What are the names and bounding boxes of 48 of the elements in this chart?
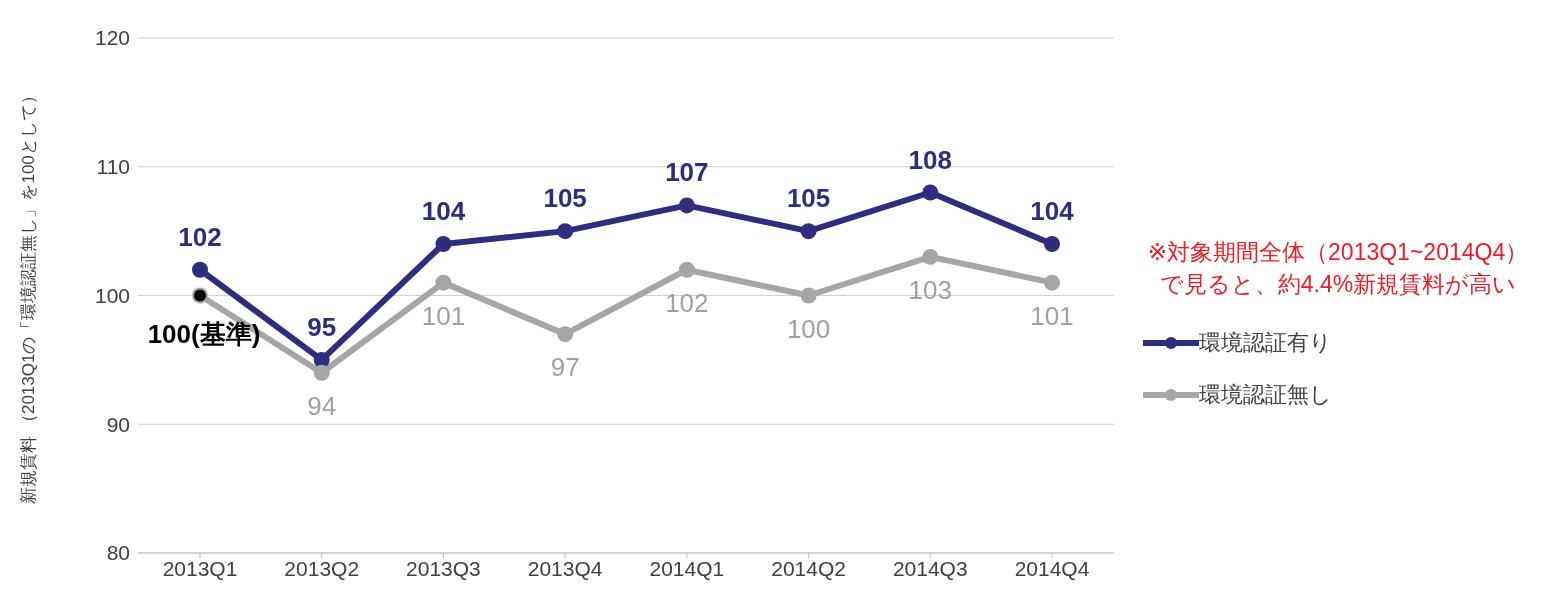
data-label: 102 — [665, 287, 709, 318]
point — [800, 287, 817, 304]
data-label: 107 — [665, 157, 709, 188]
point — [922, 248, 939, 265]
data-label: 100(基準) — [147, 318, 261, 349]
legend-label: 環境認証有り — [1199, 329, 1332, 357]
data-label: 101 — [1030, 300, 1074, 331]
y-tick-label: 120 — [94, 26, 130, 50]
data-label: 102 — [178, 221, 222, 252]
x-tick-label: 2013Q3 — [406, 556, 481, 580]
point — [435, 236, 452, 252]
y-tick-label: 90 — [106, 412, 130, 436]
point — [922, 184, 939, 201]
point — [800, 223, 817, 240]
x-tick-label: 2013Q4 — [527, 556, 603, 580]
text: で見ると、約4.4%新規賃料が高い — [1158, 270, 1518, 299]
point — [1044, 274, 1060, 291]
y-tick-label: 80 — [106, 541, 130, 565]
data-label: 105 — [786, 183, 831, 214]
data-label: 101 — [421, 300, 466, 331]
point — [678, 261, 695, 278]
x-tick-label: 2013Q2 — [284, 556, 360, 580]
y-tick-label: 100 — [94, 283, 130, 307]
data-label: 103 — [908, 274, 952, 305]
point — [1044, 236, 1060, 252]
text: ※対象期間全体（2013Q1~2014Q4） — [1146, 238, 1530, 267]
point — [192, 261, 208, 278]
data-label: 108 — [908, 144, 952, 175]
data-label: 105 — [543, 183, 587, 214]
point — [435, 274, 452, 291]
data-label: 100 — [786, 313, 831, 344]
point — [557, 326, 574, 343]
y-axis-title: 新規賃料 （2013Q1の「環境認証無し」を100として） — [19, 87, 39, 504]
data-label: 97 — [550, 352, 580, 383]
data-label: 95 — [307, 311, 337, 342]
x-tick-label: 2014Q4 — [1014, 556, 1090, 580]
legend-label: 環境認証無し — [1199, 381, 1332, 409]
y-tick-label: 110 — [96, 155, 130, 179]
x-tick-label: 2013Q1 — [162, 556, 238, 580]
data-label: 104 — [421, 196, 466, 226]
point — [313, 364, 330, 381]
point — [678, 197, 695, 214]
x-tick-label: 2014Q2 — [771, 556, 846, 580]
point — [557, 223, 574, 240]
data-label: 104 — [1030, 196, 1075, 226]
x-tick-label: 2014Q3 — [892, 556, 968, 580]
x-tick-label: 2014Q1 — [649, 556, 725, 580]
data-label: 94 — [307, 390, 337, 421]
